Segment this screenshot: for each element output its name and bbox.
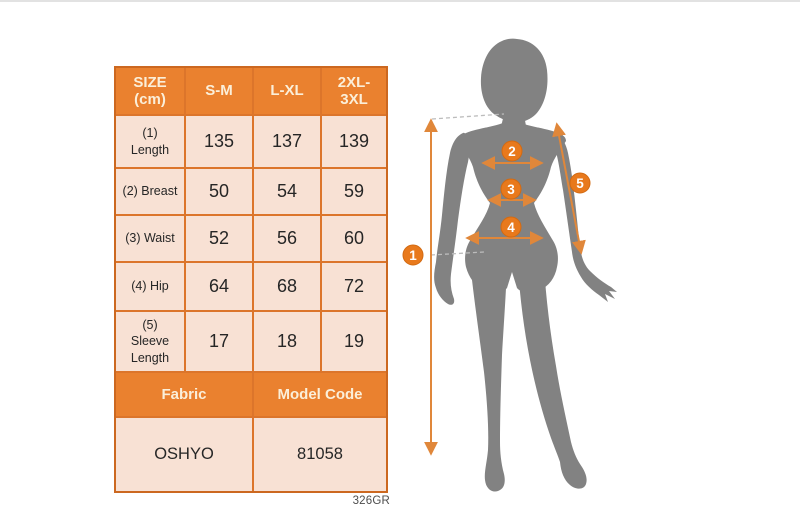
- measurement-annotations: 1 2 3 4 5: [402, 113, 591, 456]
- measure-marker-1: 1: [402, 244, 424, 266]
- measurement-value: 17: [186, 312, 252, 371]
- measure-marker-4: 4: [500, 216, 522, 238]
- measurement-value: 137: [254, 116, 320, 167]
- size-column-header: SIZE (cm): [116, 68, 184, 114]
- dashed-guide-line: [431, 113, 505, 120]
- measurement-label: (3) Waist: [116, 216, 184, 261]
- measurement-value: 72: [322, 263, 386, 310]
- size-column-header: 2XL- 3XL: [322, 68, 386, 114]
- info-column-header: Fabric: [116, 373, 252, 416]
- measurement-value: 139: [322, 116, 386, 167]
- female-silhouette: [434, 38, 617, 492]
- svg-text:4: 4: [507, 220, 515, 235]
- dashed-guide-line: [430, 251, 485, 256]
- top-border-line: [0, 0, 800, 2]
- svg-text:1: 1: [409, 248, 417, 263]
- footnote-code: 326GR: [352, 495, 390, 507]
- measurement-value: 19: [322, 312, 386, 371]
- measurement-value: 18: [254, 312, 320, 371]
- measurement-value: 56: [254, 216, 320, 261]
- measurement-value: 60: [322, 216, 386, 261]
- info-column-header: Model Code: [254, 373, 386, 416]
- measurement-label: (5) Sleeve Length: [116, 312, 184, 371]
- measurement-label: (4) Hip: [116, 263, 184, 310]
- measurement-label: (2) Breast: [116, 169, 184, 214]
- info-value: 81058: [254, 418, 386, 491]
- svg-text:3: 3: [507, 182, 515, 197]
- measurement-value: 54: [254, 169, 320, 214]
- measure-marker-5: 5: [569, 172, 591, 194]
- measurement-value: 59: [322, 169, 386, 214]
- measurement-value: 68: [254, 263, 320, 310]
- svg-text:5: 5: [576, 176, 584, 191]
- measure-marker-3: 3: [500, 178, 522, 200]
- size-column-header: L-XL: [254, 68, 320, 114]
- svg-text:2: 2: [508, 144, 516, 159]
- measure-arrow-5: [552, 122, 586, 255]
- size-column-header: S-M: [186, 68, 252, 114]
- measurement-value: 135: [186, 116, 252, 167]
- size-chart-table: SIZE (cm) S-M L-XL 2XL- 3XL (1) Length 135 137…: [114, 66, 388, 493]
- measurement-value: 52: [186, 216, 252, 261]
- info-value: OSHYO: [116, 418, 252, 491]
- measure-marker-2: 2: [501, 140, 523, 162]
- measurement-value: 64: [186, 263, 252, 310]
- measurement-value: 50: [186, 169, 252, 214]
- measurement-label: (1) Length: [116, 116, 184, 167]
